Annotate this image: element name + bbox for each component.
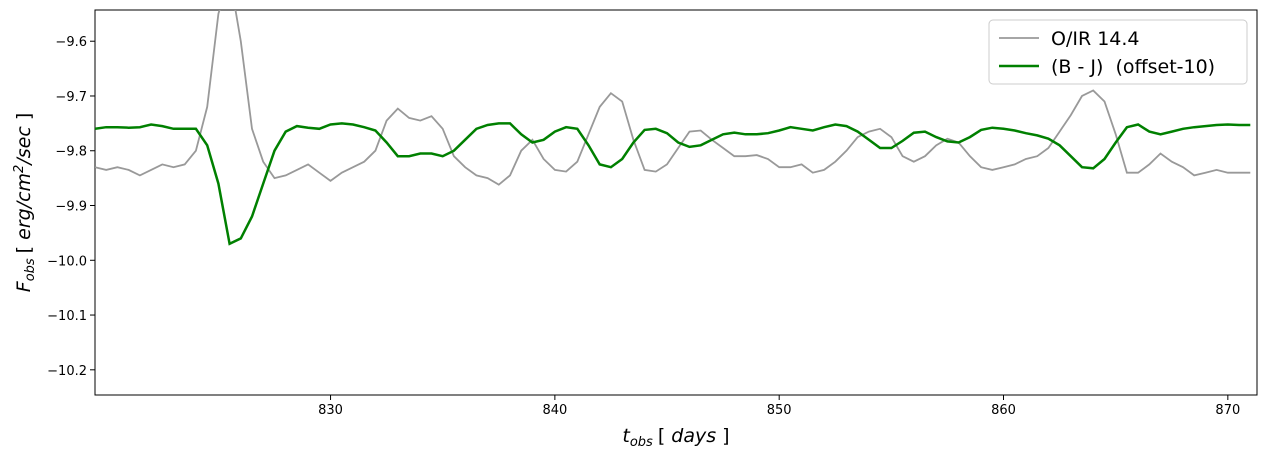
y-tick-label: −9.9	[55, 200, 87, 215]
x-axis-label-part: [	[658, 425, 671, 447]
legend: O/IR 14.4 (B - J) (offset-10)	[988, 19, 1248, 85]
x-axis-label-part: t	[622, 425, 631, 447]
legend-box	[988, 19, 1248, 85]
y-axis-label-part: /sec	[13, 126, 35, 167]
legend-label: (B - J) (offset-10)	[1051, 56, 1215, 78]
y-axis-label-part: ]	[13, 113, 35, 126]
series-line	[95, 122, 1251, 246]
x-tick-label: 860	[991, 403, 1016, 418]
y-axis-label-part: 2	[12, 165, 27, 173]
x-tick-label: 850	[767, 403, 792, 418]
x-axis-label: tobs [ days ]	[622, 425, 729, 450]
plot-frame	[94, 9, 1258, 396]
y-axis-label: Fobs [ erg/cm2/sec ]	[12, 113, 38, 292]
y-axis-label-part: erg/cm	[13, 173, 35, 240]
x-tick-label: 830	[318, 403, 343, 418]
x-tick-label: 840	[542, 403, 567, 418]
x-axis-label-part: days	[671, 425, 716, 447]
y-axis-label-part: F	[13, 280, 35, 292]
plot-area	[95, 10, 1251, 246]
y-tick-label: −9.6	[55, 35, 87, 50]
x-axis-label-part: obs	[630, 435, 653, 450]
y-axis-label-part: obs	[23, 258, 38, 281]
y-tick-label: −10.1	[47, 309, 87, 324]
y-axis-label-part: [	[13, 240, 35, 253]
y-tick-label: −10.2	[47, 364, 87, 379]
y-tick-label: −9.7	[55, 90, 87, 105]
y-tick-label: −10.0	[47, 254, 87, 269]
legend-label: O/IR 14.4	[1051, 28, 1140, 50]
series-line	[95, 10, 1251, 186]
x-axis-label-part: ]	[716, 425, 729, 447]
y-tick-label: −9.8	[55, 145, 87, 160]
x-tick-label: 870	[1215, 403, 1240, 418]
